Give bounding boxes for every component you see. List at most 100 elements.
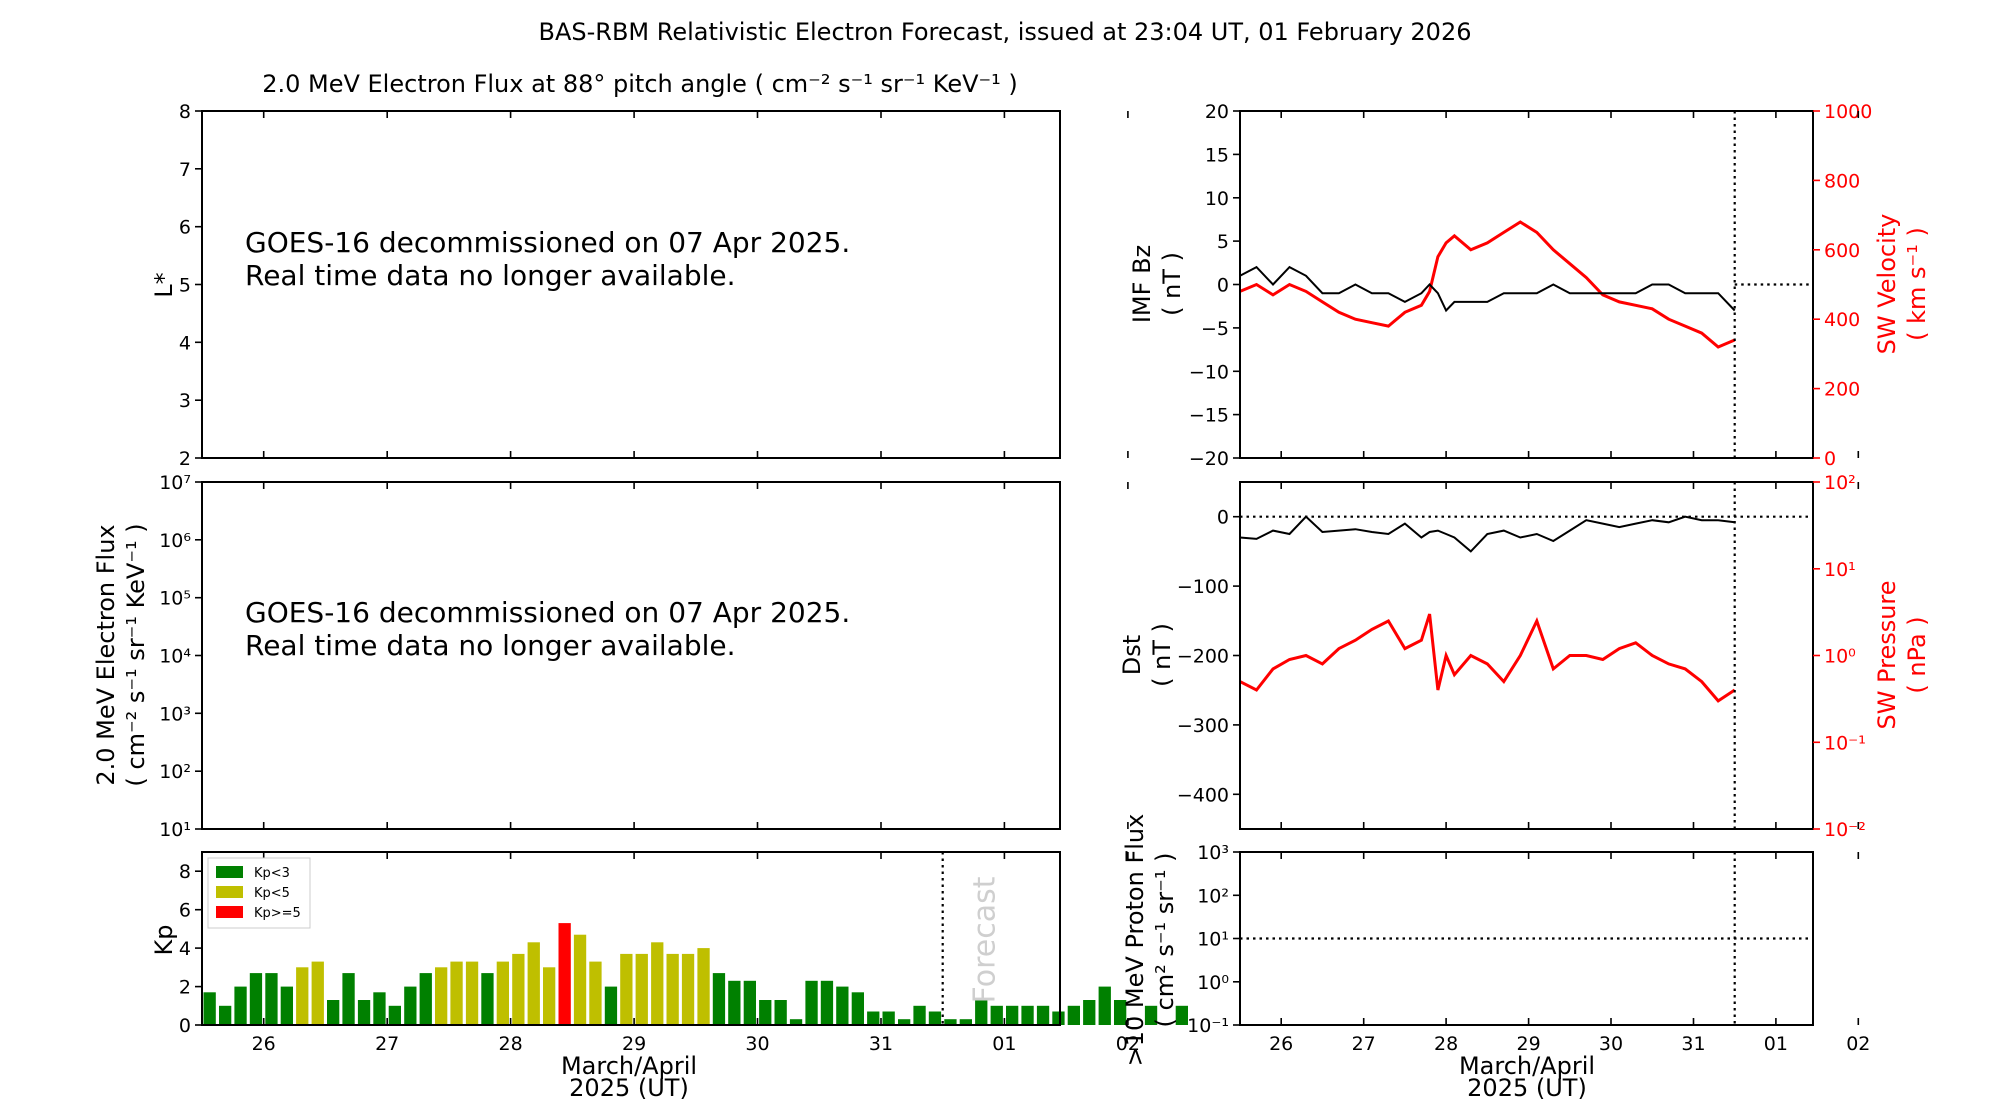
sw-pressure-label: SW Pressure [1873, 580, 1901, 729]
imf-y-tick-label: 10 [1205, 188, 1229, 210]
dst-lines [1239, 515, 1736, 703]
kp-bar [944, 1019, 957, 1025]
imf-y-units: ( nT ) [1158, 252, 1186, 316]
dst-y-units: ( nT ) [1148, 623, 1176, 687]
proton-y-ticks: 10⁻¹ 10⁰ 10¹ 10² 10³ [1187, 842, 1240, 1037]
kp-bar [357, 1000, 371, 1025]
proton-panel: 10⁻¹ 10⁰ 10¹ 10² 10³ 26 27 28 29 30 31 01 02 >10 Me… [1121, 814, 1870, 1100]
sw-pressure-y-tick-label: 10⁻² [1824, 819, 1866, 841]
kp-y-label: Kp [150, 925, 178, 956]
dst-y-tick-label: −300 [1177, 715, 1229, 737]
kp-x-tick-label: 26 [252, 1033, 276, 1055]
eflux-y-tick-label: 10⁵ [159, 588, 191, 610]
proton-y-tick-label: 10³ [1197, 842, 1229, 864]
imf-y-tick-label: −15 [1189, 405, 1229, 427]
kp-bar [249, 973, 263, 1025]
eflux-y-label: 2.0 MeV Electron Flux [92, 524, 120, 785]
dst-y-tick-label: −400 [1177, 784, 1229, 806]
kp-bar [265, 973, 278, 1025]
proton-x-label-line2: 2025 (UT) [1467, 1074, 1587, 1100]
sw-pressure-y-tick-label: 10⁻¹ [1824, 732, 1866, 754]
forecast-label: Forecast [968, 876, 1003, 1003]
kp-bar [1175, 1005, 1188, 1025]
eflux-x-ticks [262, 482, 1129, 829]
legend-label-storm: Kp>=5 [254, 906, 301, 921]
kp-bar [543, 967, 556, 1025]
kp-bar [311, 961, 324, 1025]
kp-bar [651, 942, 664, 1025]
eflux-y-tick-label: 10¹ [159, 819, 191, 841]
kp-bar [280, 986, 293, 1025]
kp-bar [435, 967, 448, 1025]
eflux-panel: 10¹ 10² 10³ 10⁴ 10⁵ 10⁶ 10⁷ 2.0 MeV Electron F… [92, 472, 1129, 841]
proton-y-tick-label: 10² [1197, 885, 1229, 907]
kp-bar [1021, 1005, 1034, 1025]
kp-bar [867, 1011, 880, 1025]
sw-velocity-y-tick-label: 200 [1824, 379, 1860, 401]
figure-title: BAS-RBM Relativistic Electron Forecast, … [539, 18, 1472, 46]
kp-bar [1006, 1005, 1019, 1025]
kp-bar [774, 1000, 787, 1025]
imf-y-tick-label: 15 [1205, 144, 1229, 166]
kp-bar [573, 934, 587, 1025]
lstar-y-tick-label: 7 [179, 159, 191, 181]
kp-x-label-line1: March/April [561, 1052, 697, 1080]
proton-y-units: ( cm² s⁻¹ sr⁻¹ ) [1151, 853, 1179, 1028]
eflux-message-line1: GOES-16 decommissioned on 07 Apr 2025. [245, 596, 850, 629]
eflux-y-tick-label: 10³ [159, 703, 191, 725]
kp-bar [219, 1005, 232, 1025]
lstar-y-tick-label: 6 [179, 217, 191, 239]
dst-y-label: Dst [1118, 635, 1146, 675]
kp-bar [450, 961, 463, 1025]
kp-bars [203, 923, 1188, 1025]
kp-x-tick-label: 02 [1116, 1033, 1140, 1055]
kp-bar [666, 953, 679, 1025]
kp-y-ticks: 0 2 4 6 8 [179, 861, 202, 1037]
kp-bar [1083, 1000, 1096, 1025]
legend-swatch-storm [216, 906, 243, 918]
lstar-y-tick-label: 4 [179, 332, 191, 354]
kp-bar [496, 961, 509, 1025]
imf-x-ticks [1280, 111, 1860, 458]
proton-x-tick-label: 28 [1434, 1033, 1458, 1055]
kp-bar [404, 986, 417, 1025]
kp-bar [1052, 1011, 1065, 1025]
legend-swatch-moderate [216, 886, 243, 898]
eflux-message-line2: Real time data no longer available. [245, 629, 736, 662]
legend-swatch-quiet [216, 866, 243, 878]
sw-pressure-y-tick-label: 10⁰ [1824, 646, 1856, 668]
dst-line [1239, 515, 1735, 553]
lstar-x-ticks [262, 111, 1129, 458]
kp-bar [728, 980, 741, 1025]
kp-bar [373, 992, 386, 1025]
kp-bar [481, 973, 494, 1025]
kp-bar [203, 992, 216, 1025]
kp-y-tick-label: 2 [179, 977, 191, 999]
kp-x-label-line2: 2025 (UT) [569, 1074, 689, 1100]
proton-y-tick-label: 10⁻¹ [1187, 1015, 1229, 1037]
proton-x-tick-label: 30 [1599, 1033, 1623, 1055]
kp-bar [805, 980, 818, 1025]
proton-y-tick-label: 10⁰ [1197, 972, 1229, 994]
kp-bar [820, 980, 834, 1025]
sw-velocity-y-tick-label: 600 [1824, 240, 1860, 262]
imf-y-ticks: −20 −15 −10 −5 0 5 10 15 20 [1189, 101, 1240, 470]
lstar-y-tick-label: 2 [179, 448, 191, 470]
kp-bar [296, 967, 309, 1025]
eflux-y-tick-label: 10⁶ [159, 530, 191, 552]
proton-x-tick-label: 27 [1352, 1033, 1376, 1055]
lstar-message-line1: GOES-16 decommissioned on 07 Apr 2025. [245, 226, 850, 259]
imf-y-tick-label: −20 [1189, 448, 1229, 470]
sw-velocity-y-tick-label: 400 [1824, 309, 1860, 331]
kp-bar [635, 953, 648, 1025]
lstar-y-label: L* [150, 272, 178, 297]
eflux-y-units: ( cm⁻² s⁻¹ sr⁻¹ KeV⁻¹ ) [122, 523, 150, 786]
kp-x-tick-label: 27 [375, 1033, 399, 1055]
kp-x-tick-label: 29 [622, 1033, 646, 1055]
lstar-title: 2.0 MeV Electron Flux at 88° pitch angle… [262, 70, 1018, 98]
proton-x-tick-label: 31 [1681, 1033, 1705, 1055]
kp-bar [851, 992, 864, 1025]
kp-x-ticks: 26 27 28 29 30 31 01 02 [252, 852, 1140, 1055]
kp-bar [589, 961, 602, 1025]
